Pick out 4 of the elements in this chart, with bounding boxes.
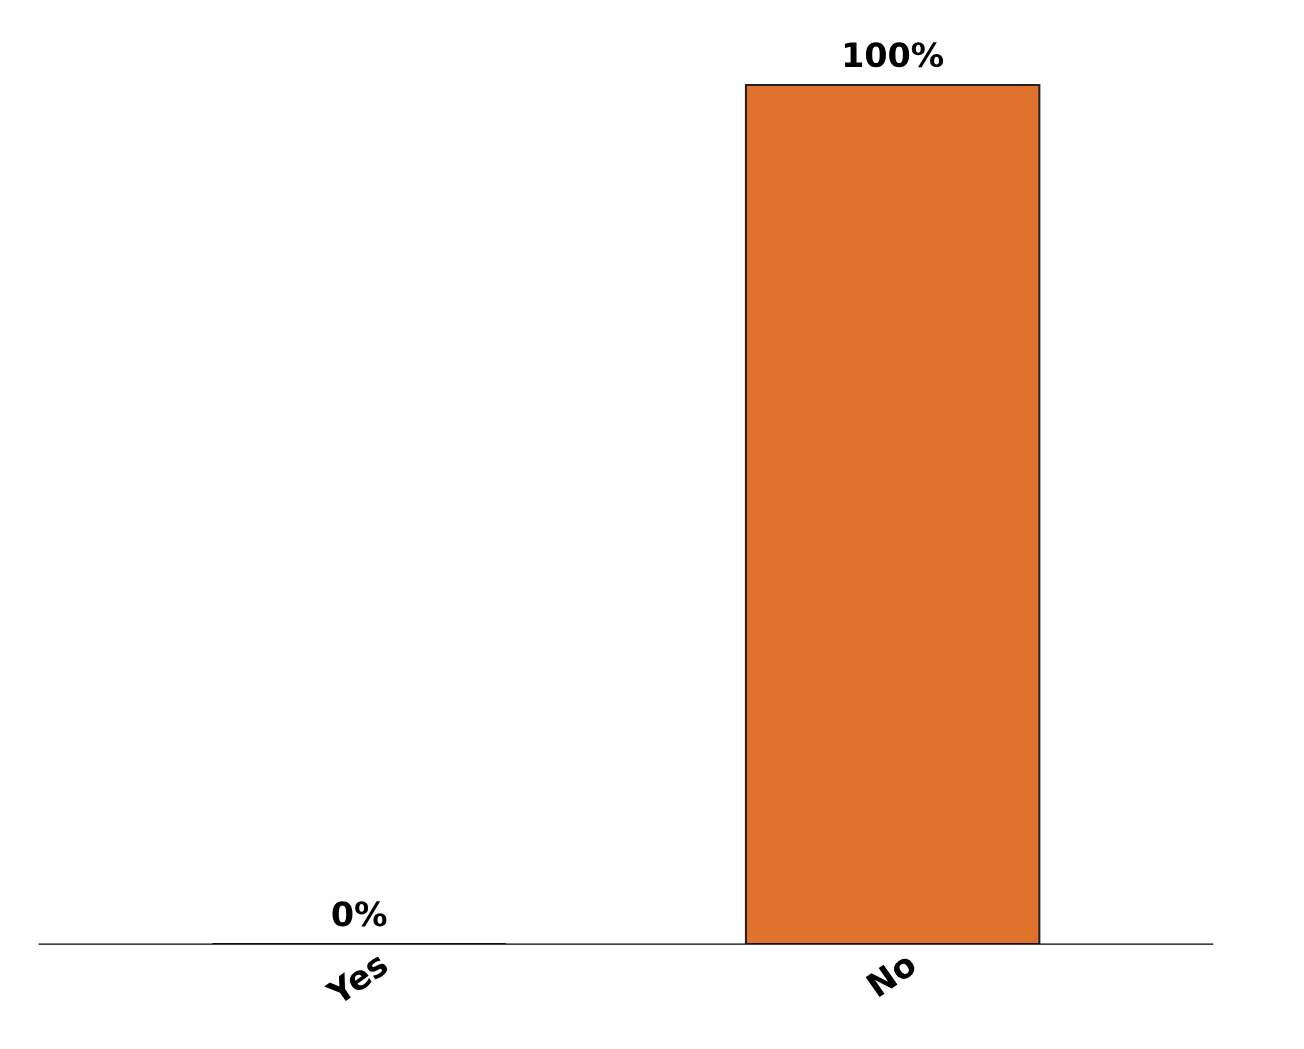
x-tick-label: Yes xyxy=(324,950,390,1007)
data-label: 100% xyxy=(844,42,944,68)
data-label: 0% xyxy=(332,901,387,927)
x-tick-label: No xyxy=(865,950,918,998)
